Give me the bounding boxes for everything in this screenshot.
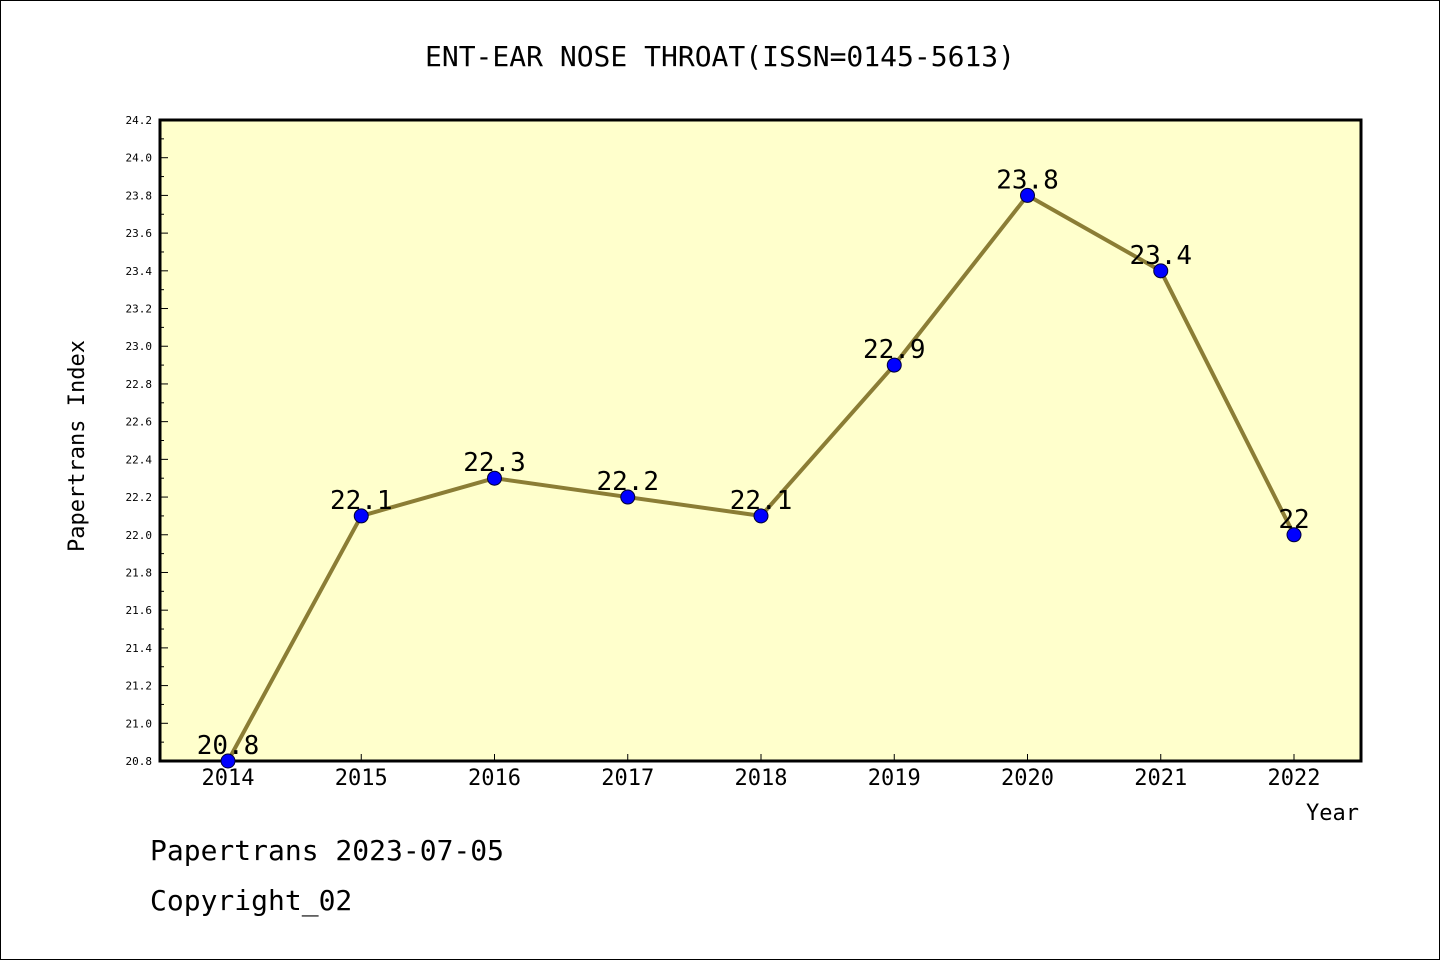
y-tick-label: 23.8	[126, 189, 153, 202]
data-point	[1153, 263, 1169, 279]
data-label: 20.8	[197, 731, 260, 761]
x-tick-label: 2022	[1268, 766, 1321, 791]
y-tick-label: 20.8	[126, 755, 153, 768]
x-tick-label: 2019	[868, 766, 921, 791]
x-tick-label: 2015	[335, 766, 388, 791]
y-tick-label: 23.2	[126, 303, 153, 316]
data-label: 23.8	[996, 165, 1059, 195]
series-markers	[220, 187, 1302, 769]
data-point	[753, 508, 769, 524]
y-tick-label: 21.8	[126, 566, 153, 579]
data-label: 22	[1278, 505, 1309, 535]
y-axis: 20.8 21.0 21.2 21.4 21.6 21.8 22.0 22.2 22.4 22.6…	[126, 114, 168, 768]
y-tick-label: 24.0	[126, 152, 153, 165]
data-point	[620, 489, 636, 505]
data-label: 23.4	[1129, 241, 1192, 271]
chart-title: ENT-EAR NOSE THROAT(ISSN=0145-5613)	[425, 40, 1015, 73]
y-tick-label: 22.8	[126, 378, 153, 391]
x-axis: 2014 2015 2016 2017 2018 2019 2020 2021 2022	[202, 754, 1321, 791]
y-tick-label: 23.0	[126, 340, 153, 353]
y-tick-label: 21.0	[126, 717, 153, 730]
footer-date: Papertrans 2023-07-05	[150, 834, 505, 867]
data-label: 22.1	[330, 486, 393, 516]
x-tick-label: 2018	[735, 766, 788, 791]
y-tick-label: 24.2	[126, 114, 153, 127]
data-point	[353, 508, 369, 524]
data-point	[1286, 527, 1302, 543]
y-tick-label: 21.4	[126, 642, 153, 655]
data-label: 22.1	[730, 486, 793, 516]
y-tick-label: 22.4	[126, 453, 153, 466]
data-point	[220, 753, 236, 769]
data-point	[1020, 187, 1035, 203]
x-tick-label: 2021	[1134, 766, 1187, 791]
y-tick-label: 22.0	[126, 529, 153, 542]
data-label: 22.9	[863, 335, 926, 365]
y-tick-label: 21.2	[126, 680, 153, 693]
x-axis-label: Year	[1306, 801, 1359, 826]
data-labels: 20.8 22.1 22.3 22.2 22.1 22.9 23.8 23.4 22	[197, 165, 1310, 761]
data-point	[487, 470, 502, 486]
y-tick-label: 23.4	[126, 265, 153, 278]
x-tick-label: 2014	[202, 766, 255, 791]
y-tick-label: 23.6	[126, 227, 153, 240]
y-tick-label: 22.2	[126, 491, 153, 504]
y-tick-label: 21.6	[126, 604, 153, 617]
y-axis-label: Papertrans Index	[65, 340, 90, 552]
data-label: 22.2	[596, 467, 659, 497]
footer-copyright: Copyright_02	[150, 884, 353, 917]
data-label: 22.3	[463, 448, 526, 478]
x-tick-label: 2016	[468, 766, 521, 791]
x-tick-label: 2020	[1001, 766, 1054, 791]
x-tick-label: 2017	[601, 766, 654, 791]
data-point	[886, 357, 902, 373]
plot-area	[158, 118, 1363, 763]
y-tick-label: 22.6	[126, 416, 153, 429]
